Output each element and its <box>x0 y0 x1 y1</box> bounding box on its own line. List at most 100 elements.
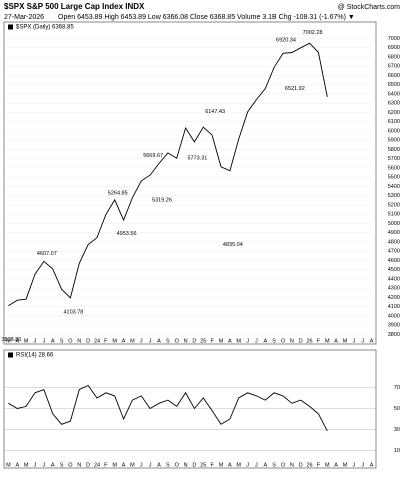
y-tick-label: 5600 <box>388 165 400 171</box>
x-tick-label: J <box>361 462 364 468</box>
x-tick-label: J <box>255 338 258 344</box>
x-tick-label: D <box>299 462 303 468</box>
y-tick-label: 6700 <box>388 64 400 70</box>
annotation: 5264.85 <box>108 190 128 196</box>
annotation: 5669.67 <box>143 153 163 159</box>
x-tick-label: F <box>317 338 321 344</box>
x-tick-label: M <box>130 338 135 344</box>
x-tick-label: J <box>352 338 355 344</box>
x-tick-label: J <box>140 462 143 468</box>
x-tick-label: A <box>51 462 55 468</box>
x-tick-label: A <box>370 338 374 344</box>
y-tick-label: 5400 <box>388 184 400 190</box>
y-tick-label: 4500 <box>388 267 400 273</box>
x-tick-label: M <box>24 338 29 344</box>
y-tick-label: 4300 <box>388 286 400 292</box>
x-tick-label: O <box>175 462 180 468</box>
y-tick-label: 4900 <box>388 230 400 236</box>
y-tick-label: 50 <box>394 406 400 412</box>
x-tick-label: S <box>272 338 276 344</box>
legend-label: RSI(14) 28.66 <box>16 353 54 359</box>
x-tick-label: A <box>228 338 232 344</box>
y-tick-label: 5800 <box>388 147 400 153</box>
y-tick-label: 5500 <box>388 175 400 181</box>
y-tick-label: 6300 <box>388 101 400 107</box>
x-tick-label: F <box>104 462 108 468</box>
x-tick-label: S <box>272 462 276 468</box>
chart-title: $SPX S&P 500 Large Cap Index INDX <box>4 2 145 11</box>
annotation: 6521.92 <box>285 86 305 92</box>
x-tick-label: D <box>86 462 90 468</box>
x-tick-label: A <box>157 462 161 468</box>
x-tick-label: A <box>122 462 126 468</box>
x-tick-label: J <box>42 462 45 468</box>
x-tick-label: A <box>334 462 338 468</box>
y-tick-label: 70 <box>394 385 400 391</box>
x-tick-label: D <box>192 338 196 344</box>
x-tick-label: F <box>317 462 321 468</box>
x-tick-label: D <box>86 338 90 344</box>
x-tick-label: 26 <box>307 462 313 468</box>
x-tick-label: J <box>255 462 258 468</box>
x-tick-label: M <box>130 462 135 468</box>
y-tick-label: 5900 <box>388 138 400 144</box>
x-tick-label: N <box>290 462 294 468</box>
y-tick-label: 6600 <box>388 73 400 79</box>
x-tick-label: 25 <box>200 462 206 468</box>
x-tick-label: A <box>15 338 19 344</box>
annotation: 4103.78 <box>63 310 83 316</box>
y-tick-label: 4200 <box>388 295 400 301</box>
x-tick-label: S <box>166 462 170 468</box>
y-tick-label: 5700 <box>388 156 400 162</box>
annotation: 5319.26 <box>152 197 172 203</box>
annotation: 3808.86 <box>1 337 21 343</box>
x-tick-label: M <box>219 338 224 344</box>
rsi-panel <box>3 349 377 469</box>
x-tick-label: M <box>6 338 11 344</box>
x-tick-label: N <box>77 462 81 468</box>
y-tick-label: 6800 <box>388 54 400 60</box>
x-tick-label: N <box>77 338 81 344</box>
legend-label: $SPX (Daily) 6368.85 <box>16 25 74 31</box>
x-tick-label: O <box>281 338 286 344</box>
x-tick-label: N <box>184 338 188 344</box>
y-tick-label: 3900 <box>388 323 400 329</box>
x-tick-label: J <box>42 338 45 344</box>
x-tick-label: 26 <box>307 338 313 344</box>
annotation: 4953.56 <box>117 231 137 237</box>
annotation: 4607.07 <box>37 251 57 257</box>
y-tick-label: 6900 <box>388 45 400 51</box>
x-tick-label: J <box>34 338 37 344</box>
annotation: 6147.43 <box>205 109 225 115</box>
x-tick-label: 25 <box>200 338 206 344</box>
legend-swatch <box>8 352 13 358</box>
x-tick-label: A <box>157 338 161 344</box>
y-tick-label: 4000 <box>388 313 400 319</box>
x-tick-label: M <box>236 338 241 344</box>
legend-swatch <box>8 24 13 30</box>
x-tick-label: F <box>210 462 214 468</box>
annotation: 4835.04 <box>223 242 243 248</box>
x-tick-label: M <box>24 462 29 468</box>
y-tick-label: 4100 <box>388 304 400 310</box>
x-tick-label: F <box>210 338 214 344</box>
y-tick-label: 4700 <box>388 249 400 255</box>
x-tick-label: J <box>34 462 37 468</box>
y-tick-label: 6100 <box>388 119 400 125</box>
x-tick-label: N <box>290 338 294 344</box>
source: @ StockCharts.com <box>338 4 401 11</box>
y-tick-label: 5200 <box>388 202 400 208</box>
y-tick-label: 7000 <box>388 36 400 42</box>
x-tick-label: A <box>228 462 232 468</box>
quote: Open 6453.89 High 6453.89 Low 6366.08 Cl… <box>58 14 355 21</box>
y-tick-label: 10 <box>394 448 400 454</box>
x-tick-label: J <box>352 462 355 468</box>
x-tick-label: D <box>299 338 303 344</box>
x-tick-label: M <box>219 462 224 468</box>
x-tick-label: F <box>104 338 108 344</box>
y-tick-label: 6200 <box>388 110 400 116</box>
y-tick-label: 6000 <box>388 128 400 134</box>
x-tick-label: D <box>192 462 196 468</box>
x-tick-label: 24 <box>94 462 100 468</box>
